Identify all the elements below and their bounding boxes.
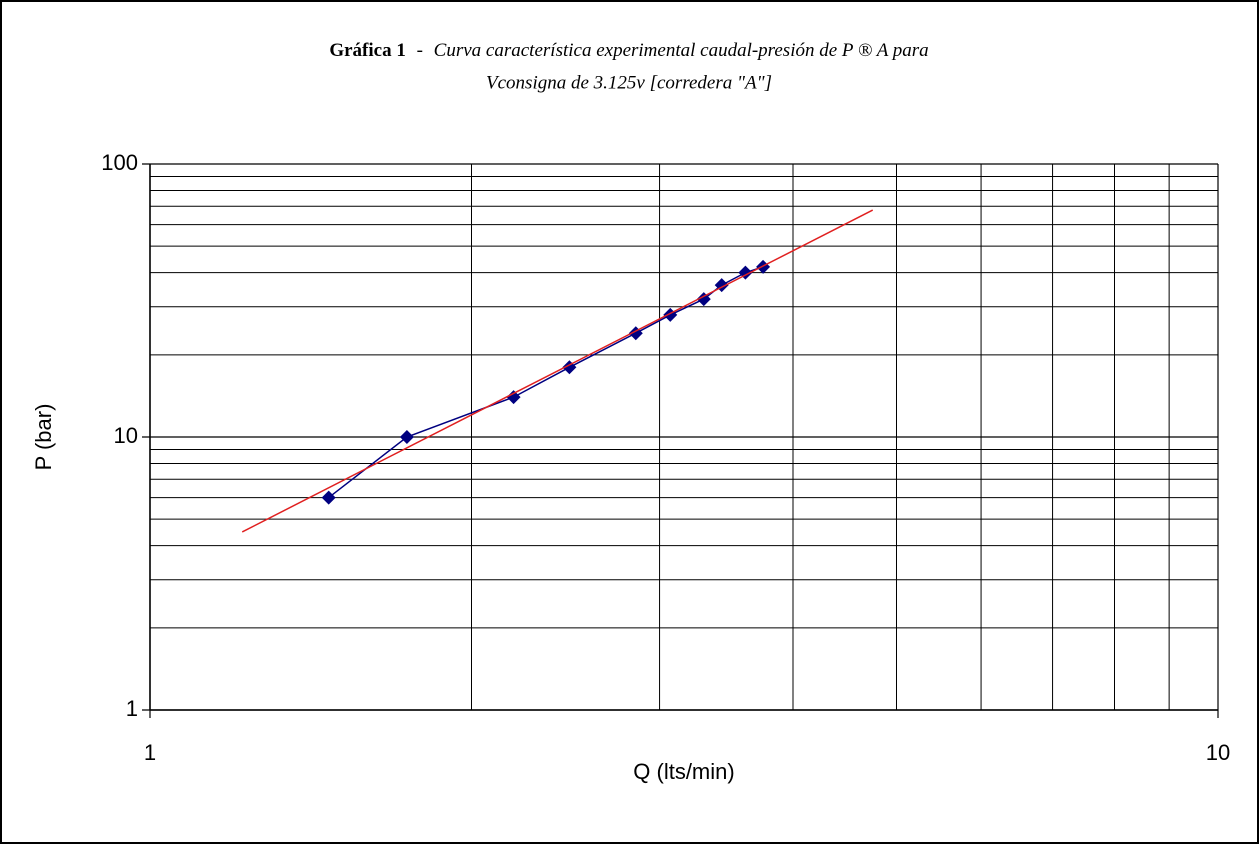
series-line xyxy=(328,266,764,499)
x-tick-label: 10 xyxy=(1206,740,1230,765)
y-tick-label: 1 xyxy=(126,696,138,721)
data-point xyxy=(506,390,521,405)
x-axis-label: Q (lts/min) xyxy=(633,759,734,784)
title-separator: - xyxy=(417,40,423,61)
title-prefix: Gráfica 1 xyxy=(329,40,406,61)
y-tick-label: 100 xyxy=(101,150,138,175)
y-tick-label: 10 xyxy=(114,423,138,448)
data-point xyxy=(321,490,336,505)
data-point xyxy=(399,430,414,444)
chart-title: Gráfica 1 - Curva característica experim… xyxy=(329,40,928,61)
x-tick-label: 1 xyxy=(144,740,156,765)
title-line: Vconsigna de 3.125v [corredera "A"] xyxy=(486,72,772,93)
title-line: Curva característica experimental caudal… xyxy=(434,40,929,61)
y-axis-label: P (bar) xyxy=(31,404,56,471)
series-line xyxy=(241,209,874,533)
data-point xyxy=(696,292,711,307)
